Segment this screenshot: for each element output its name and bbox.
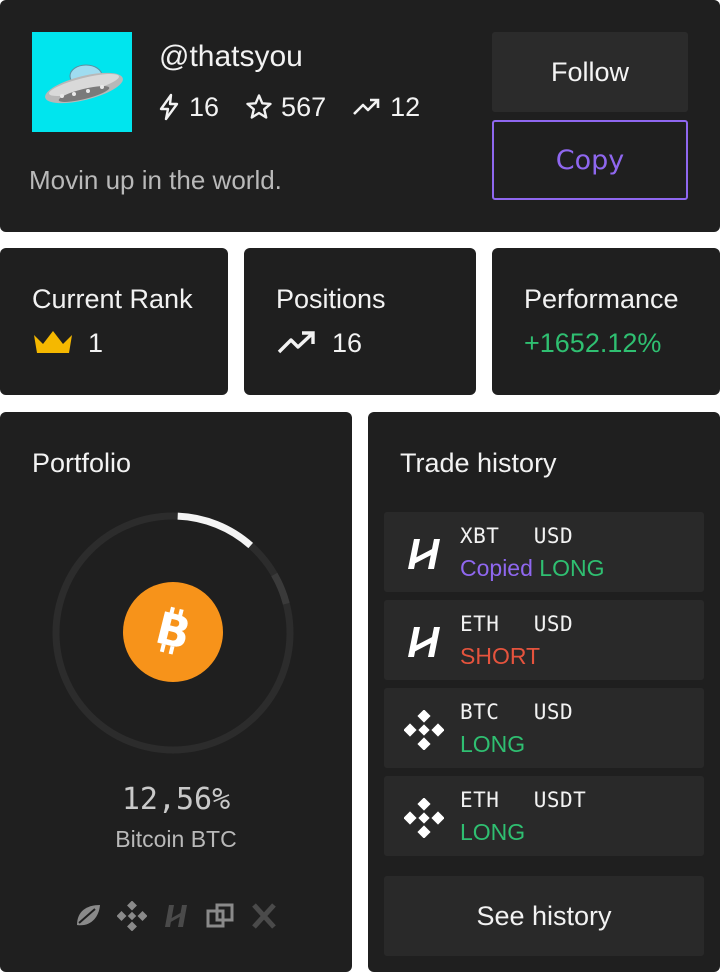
trade-row[interactable]: BTC USD LONG [384, 688, 704, 768]
donut-track [52, 512, 294, 754]
bitmex-icon[interactable] [160, 900, 192, 932]
username: @thatsyou [159, 40, 303, 73]
trades-stat: 16 [157, 92, 219, 123]
current-rank-card: Current Rank 1 [0, 248, 228, 395]
profile-card: @thatsyou 16 567 12 Movin up in the worl… [0, 0, 720, 232]
trending-up-icon [277, 331, 315, 354]
trade-pair: ETH USD [460, 612, 574, 636]
trade-row[interactable]: ETH USDT LONG [384, 776, 704, 856]
positions-value: 16 [332, 327, 363, 358]
performance-value: +1652.12% [524, 327, 662, 358]
trending-up-icon [353, 98, 380, 115]
portfolio-coin-name: Bitcoin BTC [115, 826, 237, 852]
portfolio-donut [52, 512, 294, 754]
copiers-stat: 12 [352, 92, 420, 123]
other-share-arc[interactable] [271, 572, 290, 605]
performance-card: Performance +1652.12% [492, 248, 720, 395]
side-label: LONG [460, 731, 526, 757]
kraken-icon[interactable] [248, 900, 280, 932]
ufo-icon [45, 64, 123, 104]
binance-icon [404, 710, 444, 750]
crown-icon [34, 331, 72, 353]
rank-value: 1 [88, 327, 104, 358]
trade-pair: BTC USD [460, 700, 574, 724]
trades-count: 16 [189, 91, 220, 122]
trade-history-card: Trade history XBT USD Copied LONG ETH US… [368, 412, 720, 972]
see-history-button[interactable]: See history [384, 876, 704, 956]
bitcoin-logo: B [123, 582, 223, 682]
portfolio-share-percent: 12,56% [121, 782, 231, 817]
trade-history-title: Trade history [400, 448, 557, 478]
trade-pair: XBT USD [460, 524, 574, 548]
ufo-avatar[interactable] [32, 32, 132, 132]
positions-card: Positions 16 [244, 248, 476, 395]
rank-value-row: 1 [32, 326, 103, 360]
copiers-count: 12 [390, 91, 421, 122]
bitcoin-icon: B [151, 603, 196, 661]
lightning-icon [159, 93, 179, 121]
copy-button[interactable]: Copy [492, 120, 688, 200]
side-label: LONG [460, 819, 526, 845]
trade-row[interactable]: ETH USD SHORT [384, 600, 704, 680]
profile-stats: 16 567 12 [157, 90, 446, 124]
binance-icon [404, 798, 444, 838]
stars-stat: 567 [245, 92, 326, 123]
profile-bio: Movin up in the world. [29, 165, 282, 195]
trade-side: Copied LONG [460, 555, 604, 582]
bitfinex-icon[interactable] [72, 900, 104, 932]
trade-row[interactable]: XBT USD Copied LONG [384, 512, 704, 592]
star-icon [246, 94, 272, 119]
exchange-filter-row [72, 900, 292, 932]
follow-button[interactable]: Follow [492, 32, 688, 112]
positions-label: Positions [276, 284, 386, 314]
copied-tag: Copied [460, 555, 533, 581]
stars-count: 567 [281, 91, 327, 122]
performance-label: Performance [524, 284, 679, 314]
portfolio-card: Portfolio B 12,56% Bitcoin BTC [0, 412, 352, 972]
bitmex-icon [404, 622, 444, 662]
trade-pair: ETH USDT [460, 788, 587, 812]
bitmex-icon [404, 534, 444, 574]
binance-icon[interactable] [116, 900, 148, 932]
bittrex-icon[interactable] [204, 900, 236, 932]
rank-label: Current Rank [32, 284, 193, 314]
positions-value-row: 16 [276, 326, 362, 360]
portfolio-title: Portfolio [32, 448, 132, 478]
side-label: LONG [539, 555, 605, 581]
bitcoin-share-arc[interactable] [177, 512, 254, 549]
side-label: SHORT [460, 643, 541, 669]
